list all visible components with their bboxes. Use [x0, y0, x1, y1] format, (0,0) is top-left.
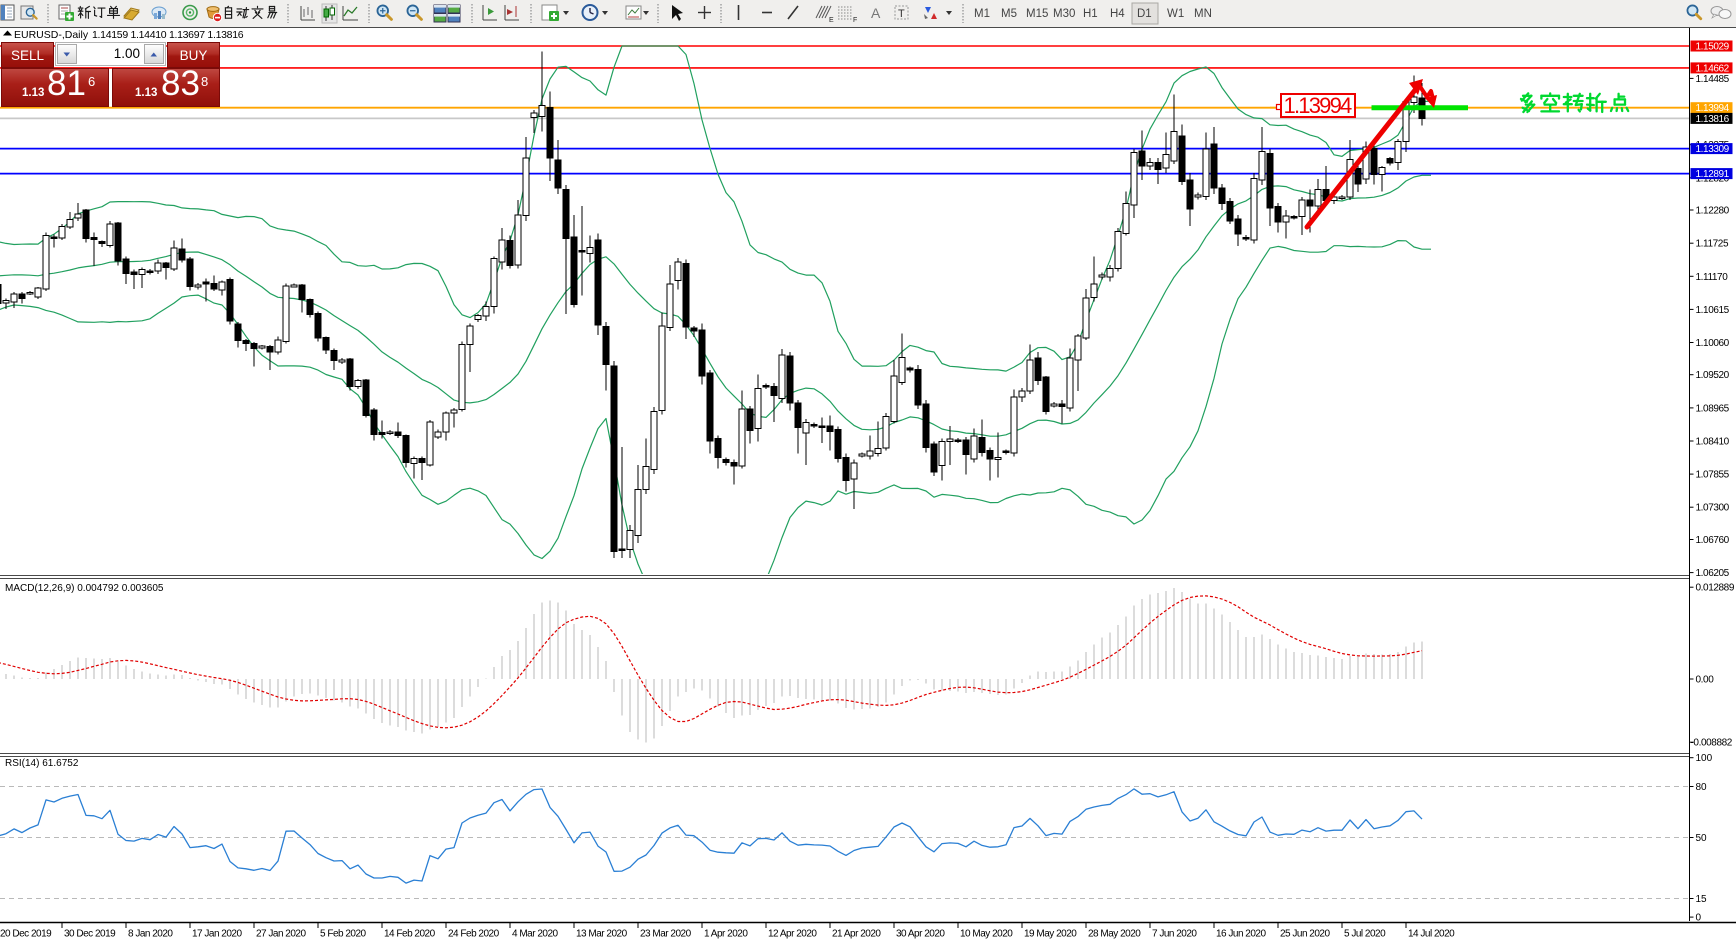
svg-text:10 May 2020: 10 May 2020 [960, 929, 1013, 940]
svg-text:H4: H4 [1110, 8, 1125, 20]
svg-text:1.10060: 1.10060 [1696, 338, 1730, 349]
svg-text:M30: M30 [1053, 8, 1075, 20]
svg-text:W1: W1 [1167, 8, 1184, 20]
svg-text:RSI(14) 61.6752: RSI(14) 61.6752 [5, 758, 79, 769]
svg-text:5 Feb 2020: 5 Feb 2020 [320, 929, 367, 940]
svg-text:1.13994: 1.13994 [1284, 93, 1352, 118]
svg-text:1.14662: 1.14662 [1696, 63, 1730, 74]
svg-text:1.11725: 1.11725 [1696, 239, 1729, 250]
svg-text:14 Jul 2020: 14 Jul 2020 [1408, 929, 1455, 940]
svg-text:1.07855: 1.07855 [1696, 470, 1730, 481]
svg-text:MACD(12,26,9) 0.004792 0.00360: MACD(12,26,9) 0.004792 0.003605 [5, 583, 164, 594]
svg-text:1.15029: 1.15029 [1696, 42, 1730, 53]
svg-text:1.08965: 1.08965 [1696, 403, 1730, 414]
svg-text:D1: D1 [1137, 8, 1152, 20]
svg-text:F: F [853, 17, 857, 24]
svg-text:80: 80 [1696, 782, 1708, 793]
svg-text:24 Feb 2020: 24 Feb 2020 [448, 929, 500, 940]
svg-text:M5: M5 [1001, 8, 1017, 20]
svg-text:50: 50 [1696, 833, 1708, 844]
svg-text:30 Dec 2019: 30 Dec 2019 [64, 929, 116, 940]
svg-text:EURUSD-,Daily: EURUSD-,Daily [14, 29, 89, 41]
svg-text:4 Mar 2020: 4 Mar 2020 [512, 929, 559, 940]
svg-text:100: 100 [1696, 753, 1713, 764]
svg-text:1.13816: 1.13816 [1696, 114, 1730, 125]
svg-text:E: E [829, 17, 834, 24]
svg-text:1.07300: 1.07300 [1696, 503, 1730, 514]
svg-text:1.13309: 1.13309 [1696, 144, 1730, 155]
svg-text:25 Jun 2020: 25 Jun 2020 [1280, 929, 1330, 940]
svg-text:16 Jun 2020: 16 Jun 2020 [1216, 929, 1266, 940]
svg-text:13 Mar 2020: 13 Mar 2020 [576, 929, 628, 940]
svg-text:0.00: 0.00 [1696, 675, 1715, 686]
svg-text:-0.008882: -0.008882 [1691, 738, 1733, 749]
svg-text:1.14159 1.14410 1.13697 1.1381: 1.14159 1.14410 1.13697 1.13816 [92, 29, 244, 41]
svg-text:T: T [898, 8, 905, 20]
svg-text:28 May 2020: 28 May 2020 [1088, 929, 1141, 940]
svg-text:5 Jul 2020: 5 Jul 2020 [1344, 929, 1386, 940]
svg-text:1.06760: 1.06760 [1696, 535, 1730, 546]
svg-text:14 Feb 2020: 14 Feb 2020 [384, 929, 436, 940]
svg-text:1.08410: 1.08410 [1696, 437, 1730, 448]
svg-text:7 Jun 2020: 7 Jun 2020 [1152, 929, 1197, 940]
svg-text:21 Apr 2020: 21 Apr 2020 [832, 929, 881, 940]
svg-text:1.11170: 1.11170 [1696, 272, 1729, 283]
svg-text:8 Jan 2020: 8 Jan 2020 [128, 929, 173, 940]
svg-text:M15: M15 [1026, 8, 1048, 20]
svg-text:1.06205: 1.06205 [1696, 568, 1730, 579]
svg-text:27 Jan 2020: 27 Jan 2020 [256, 929, 306, 940]
svg-text:0.012889: 0.012889 [1696, 583, 1735, 594]
svg-text:20 Dec 2019: 20 Dec 2019 [0, 929, 52, 940]
svg-text:1.14485: 1.14485 [1696, 74, 1730, 85]
svg-text:0: 0 [1696, 913, 1702, 924]
svg-text:1.13994: 1.13994 [1696, 103, 1730, 114]
svg-text:MN: MN [1194, 8, 1212, 20]
svg-text:19 May 2020: 19 May 2020 [1024, 929, 1077, 940]
svg-text:1 Apr 2020: 1 Apr 2020 [704, 929, 748, 940]
svg-text:1.09520: 1.09520 [1696, 370, 1730, 381]
svg-text:15: 15 [1696, 894, 1708, 905]
svg-text:30 Apr 2020: 30 Apr 2020 [896, 929, 945, 940]
svg-text:1.12280: 1.12280 [1696, 206, 1730, 217]
svg-text:1.12891: 1.12891 [1696, 169, 1730, 180]
svg-text:1.10615: 1.10615 [1696, 305, 1730, 316]
svg-text:17 Jan 2020: 17 Jan 2020 [192, 929, 242, 940]
svg-text:M1: M1 [974, 8, 990, 20]
svg-text:23 Mar 2020: 23 Mar 2020 [640, 929, 692, 940]
svg-text:A: A [871, 5, 881, 21]
svg-text:12 Apr 2020: 12 Apr 2020 [768, 929, 817, 940]
svg-text:H1: H1 [1083, 8, 1098, 20]
